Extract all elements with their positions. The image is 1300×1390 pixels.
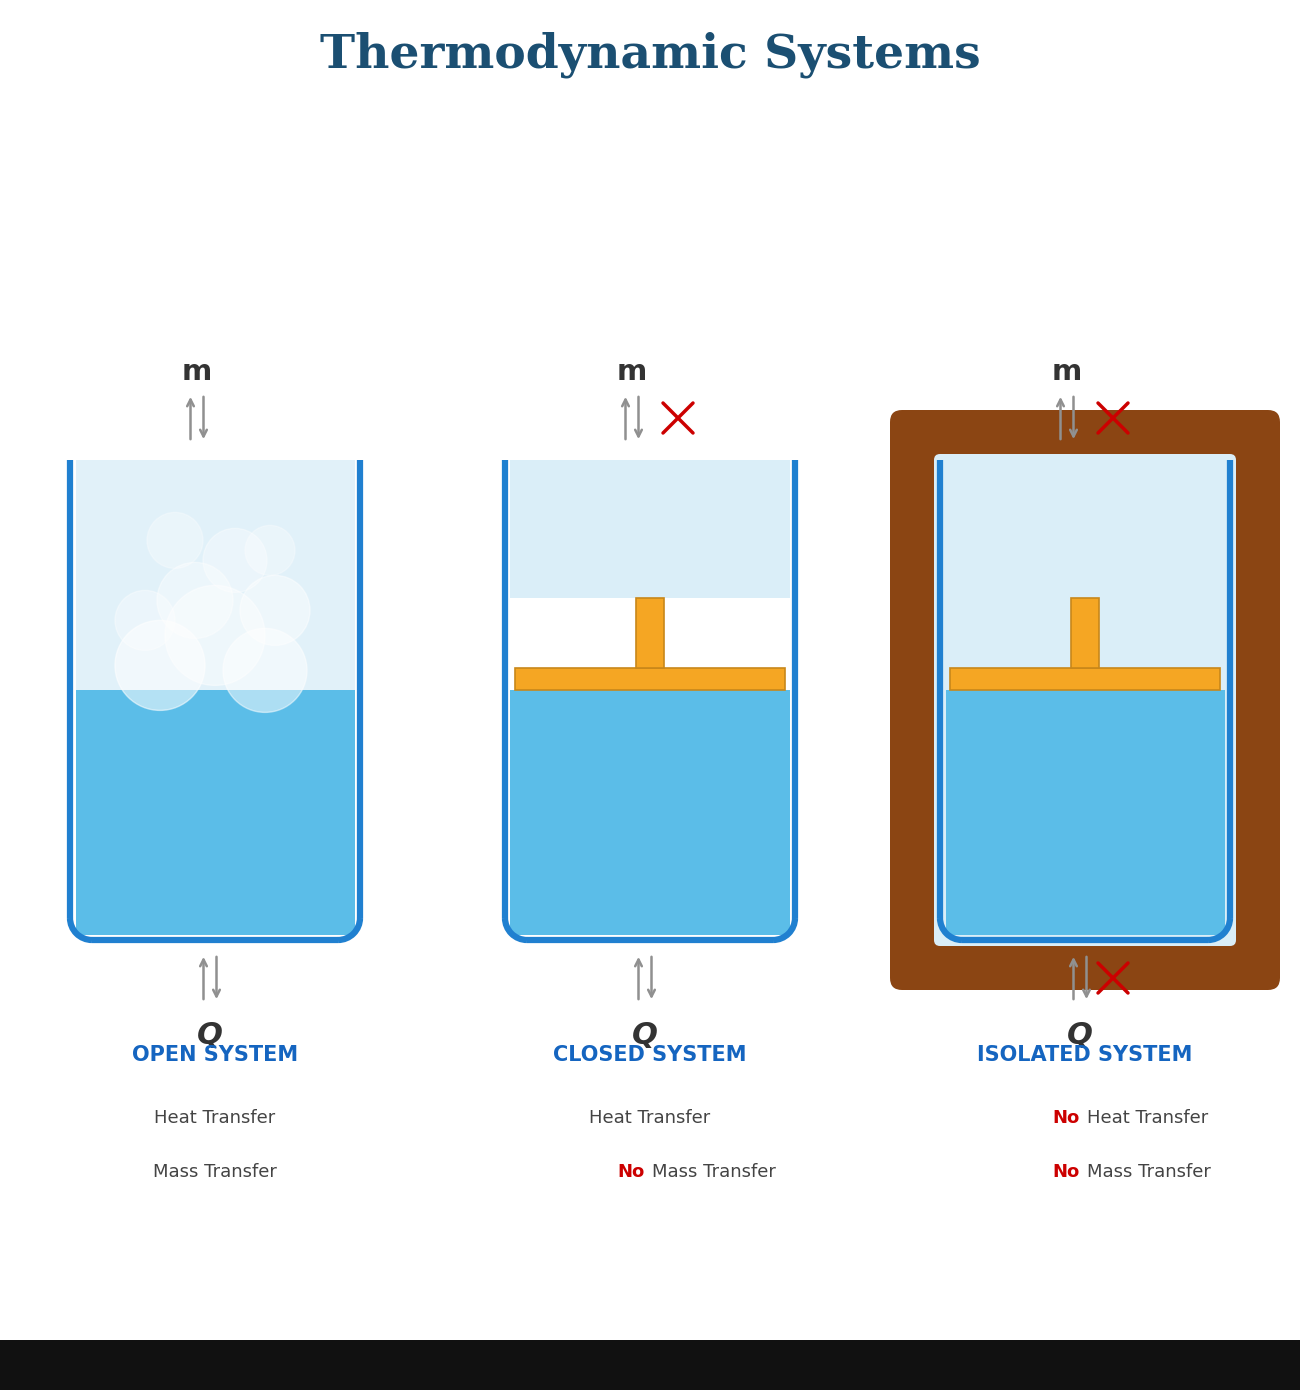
Bar [0, 1340, 1300, 1390]
Text: Q: Q [1067, 1020, 1093, 1049]
Circle shape [240, 575, 309, 645]
Text: m: m [1052, 359, 1082, 386]
Text: Heat Transfer: Heat Transfer [155, 1109, 276, 1127]
FancyBboxPatch shape [891, 410, 1280, 990]
Text: Mass Transfer: Mass Transfer [153, 1163, 277, 1182]
Bar [636, 599, 664, 669]
Bar [511, 691, 789, 934]
Circle shape [157, 563, 233, 638]
Circle shape [203, 528, 266, 592]
Circle shape [165, 585, 265, 685]
Text: ISOLATED SYSTEM: ISOLATED SYSTEM [978, 1045, 1192, 1065]
Bar [515, 669, 785, 691]
Circle shape [147, 513, 203, 569]
Text: CLOSED SYSTEM: CLOSED SYSTEM [554, 1045, 746, 1065]
Text: Mass Transfer: Mass Transfer [1087, 1163, 1210, 1182]
Text: Thermodynamic Systems: Thermodynamic Systems [320, 32, 980, 78]
Circle shape [224, 628, 307, 713]
Bar [1071, 599, 1098, 669]
Text: No: No [1053, 1109, 1080, 1127]
Bar [945, 691, 1225, 934]
Bar [945, 460, 1225, 599]
Text: m: m [618, 359, 647, 386]
Text: No: No [618, 1163, 645, 1182]
Text: No: No [1053, 1163, 1080, 1182]
Circle shape [114, 591, 176, 651]
Bar [75, 691, 355, 934]
Text: Q: Q [632, 1020, 658, 1049]
Bar [511, 460, 789, 599]
Circle shape [114, 620, 205, 710]
Text: Q: Q [198, 1020, 222, 1049]
Circle shape [244, 525, 295, 575]
Text: Mass Transfer: Mass Transfer [653, 1163, 776, 1182]
Text: Heat Transfer: Heat Transfer [1087, 1109, 1208, 1127]
Text: m: m [182, 359, 212, 386]
FancyBboxPatch shape [933, 455, 1236, 947]
Text: OPEN SYSTEM: OPEN SYSTEM [131, 1045, 298, 1065]
Text: Heat Transfer: Heat Transfer [589, 1109, 711, 1127]
Bar [75, 460, 355, 691]
Bar [950, 669, 1219, 691]
